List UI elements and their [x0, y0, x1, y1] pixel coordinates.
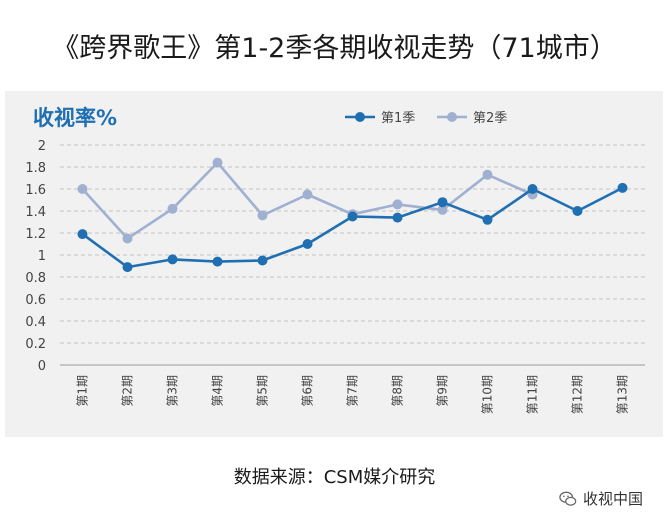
x-tick-label: 第7期 — [346, 375, 360, 407]
y-tick-label: 1 — [38, 249, 46, 264]
x-tick-label: 第1期 — [76, 375, 90, 407]
legend-marker — [355, 112, 365, 122]
series-2 — [77, 157, 538, 244]
y-tick-label: 1.4 — [25, 205, 46, 220]
series-1 — [77, 182, 628, 273]
y-tick-labels: 0 0.2 0.4 0.6 0.8 1 1.2 1.4 1.6 1.8 2 — [25, 139, 46, 374]
x-tick-label: 第11期 — [526, 375, 540, 414]
x-tick-label: 第6期 — [301, 375, 315, 407]
x-tick-label: 第12期 — [571, 375, 585, 414]
data-point — [212, 157, 223, 168]
data-point — [167, 254, 178, 265]
data-point — [257, 210, 268, 221]
data-point — [167, 203, 178, 214]
data-point — [77, 229, 88, 240]
x-tick-labels: 第1期 第2期 第3期 第4期 第5期 第6期 第7期 第8期 第9期 第10期 第11期 第12期 第… — [76, 375, 630, 414]
data-point — [122, 233, 133, 244]
grid-lines — [60, 144, 645, 366]
data-point — [572, 206, 583, 216]
y-axis-label: 收视率% — [33, 106, 117, 130]
line-chart: 0 0.2 0.4 0.6 0.8 1 1.2 1.4 1.6 1.8 2 第1期 第2期 第3期 第4期… — [25, 106, 645, 414]
source-note: 数据来源：CSM媒介研究 — [233, 467, 436, 488]
data-point — [77, 184, 88, 194]
legend-label: 第1季 — [381, 111, 415, 126]
data-point — [437, 197, 448, 208]
data-point — [392, 212, 403, 223]
chart-panel: 0 0.2 0.4 0.6 0.8 1 1.2 1.4 1.6 1.8 2 第1期 第2期 第3期 第4期… — [5, 91, 663, 437]
legend-marker — [447, 112, 457, 122]
watermark: 收视中国 — [559, 488, 643, 509]
data-point — [302, 189, 313, 200]
y-tick-label: 2 — [38, 139, 46, 154]
series-line — [81, 186, 624, 269]
data-point — [527, 184, 538, 194]
legend-label: 第2季 — [473, 111, 507, 126]
watermark-text: 收视中国 — [582, 490, 643, 508]
y-tick-label: 0 — [38, 359, 46, 374]
data-point — [482, 214, 493, 225]
data-point — [257, 255, 268, 266]
legend-item-1: 第1季 — [345, 111, 415, 126]
data-point — [302, 239, 313, 249]
legend-item-2: 第2季 — [437, 111, 507, 126]
wechat-icon — [559, 491, 577, 506]
data-point — [437, 204, 448, 215]
series-line — [81, 161, 534, 240]
chart-title: 《跨界歌王》第1-2季各期收视走势（71城市） — [52, 33, 617, 64]
x-tick-label: 第5期 — [256, 375, 270, 407]
data-point — [212, 256, 223, 267]
x-tick-label: 第9期 — [436, 375, 450, 407]
data-point — [392, 199, 403, 210]
y-tick-label: 0.6 — [25, 293, 46, 308]
x-tick-label: 第8期 — [391, 375, 405, 407]
y-tick-label: 0.4 — [25, 315, 46, 330]
data-point — [617, 182, 628, 193]
data-point — [347, 211, 358, 222]
x-tick-label: 第4期 — [211, 375, 225, 407]
legend: 第1季 第2季 — [345, 111, 507, 126]
y-tick-label: 1.8 — [25, 161, 46, 176]
data-point — [122, 262, 133, 273]
x-tick-label: 第10期 — [481, 375, 495, 414]
y-tick-label: 0.8 — [25, 271, 46, 286]
y-tick-label: 0.2 — [25, 337, 46, 352]
x-tick-label: 第3期 — [166, 375, 180, 407]
series-lines — [77, 157, 628, 273]
data-point — [482, 169, 493, 180]
x-tick-label: 第13期 — [616, 375, 630, 414]
y-tick-label: 1.6 — [25, 183, 46, 198]
x-tick-label: 第2期 — [121, 375, 135, 407]
y-tick-label: 1.2 — [25, 227, 46, 242]
